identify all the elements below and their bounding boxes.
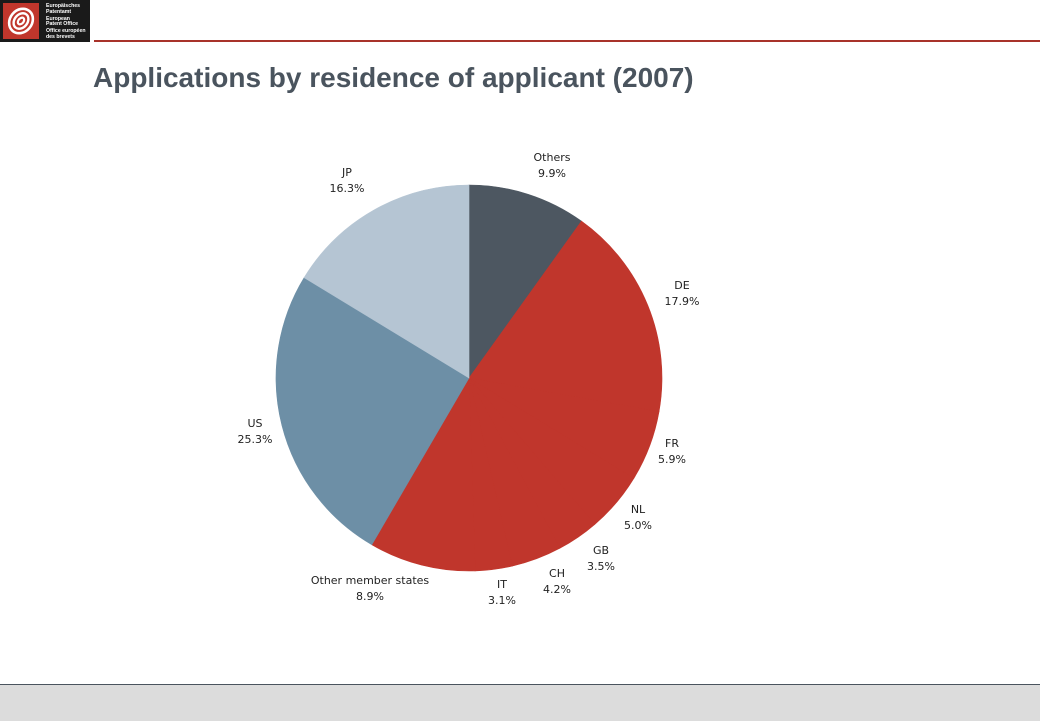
- slice-label-value: 8.9%: [356, 590, 384, 603]
- header-rule: [94, 40, 1040, 42]
- slice-label-name: US: [247, 417, 263, 430]
- slice-label-name: CH: [549, 567, 565, 580]
- slice-label: CH 4.2%: [543, 566, 571, 598]
- slice-label-name: NL: [630, 503, 646, 516]
- slice-label-value: 5.9%: [658, 453, 686, 466]
- pie-slice-others: [468, 184, 582, 379]
- slice-label-name: DE: [674, 279, 690, 292]
- pie-slice-de: [468, 220, 663, 413]
- slice-label-name: Other member states: [310, 574, 430, 587]
- pie-chart-svg: [275, 184, 663, 572]
- epo-swirl-icon: [3, 3, 39, 39]
- slice-label-value: 3.5%: [587, 560, 615, 573]
- slice-label-name: JP: [342, 166, 352, 179]
- slice-label: FR 5.9%: [658, 436, 686, 468]
- slice-label: Other member states 8.9%: [311, 573, 429, 605]
- slice-label: JP 16.3%: [330, 165, 365, 197]
- logo-line: des brevets: [46, 33, 75, 40]
- slice-label-value: 3.1%: [488, 594, 516, 607]
- slice-label-value: 16.3%: [329, 182, 365, 195]
- slice-label-name: FR: [665, 437, 679, 450]
- logo-line: Europäisches: [46, 3, 81, 9]
- slice-label-value: 5.0%: [624, 519, 652, 532]
- epo-logo: Europäisches Patentamt European Patent O…: [0, 0, 90, 42]
- logo-line: European: [46, 15, 70, 22]
- footer-bar: [0, 684, 1040, 721]
- slice-label: DE 17.9%: [665, 278, 700, 310]
- logo-line: Patent Office: [46, 21, 78, 28]
- pie-slice-us: [275, 277, 470, 546]
- slice-label: Others 9.9%: [534, 150, 571, 182]
- slice-label: IT 3.1%: [488, 577, 516, 609]
- slice-label-value: 4.2%: [543, 583, 571, 596]
- slice-label: GB 3.5%: [587, 543, 615, 575]
- slice-label-value: 25.3%: [237, 433, 273, 446]
- pie-chart: Others 9.9% DE 17.9% FR 5.9% NL 5.0% GB 3.5% CH 4.2…: [238, 150, 700, 609]
- page-title: Applications by residence of applicant (…: [93, 62, 694, 93]
- logo-line: Patentamt: [46, 8, 72, 15]
- logo-line: Office européen: [46, 28, 86, 35]
- pie-slice-jp: [303, 184, 470, 379]
- slice-label-name: IT: [497, 578, 507, 591]
- pie-slice-other-member-states: [371, 376, 476, 572]
- logo-wordmark: Europäisches Patentamt European Patent O…: [46, 3, 90, 41]
- slice-label-name: Others: [533, 151, 571, 164]
- slice-label: NL 5.0%: [624, 502, 652, 534]
- slice-label-name: GB: [592, 544, 610, 557]
- slice-label-value: 9.9%: [538, 167, 566, 180]
- slice-label: US 25.3%: [238, 416, 273, 448]
- slice-label-value: 17.9%: [664, 295, 700, 308]
